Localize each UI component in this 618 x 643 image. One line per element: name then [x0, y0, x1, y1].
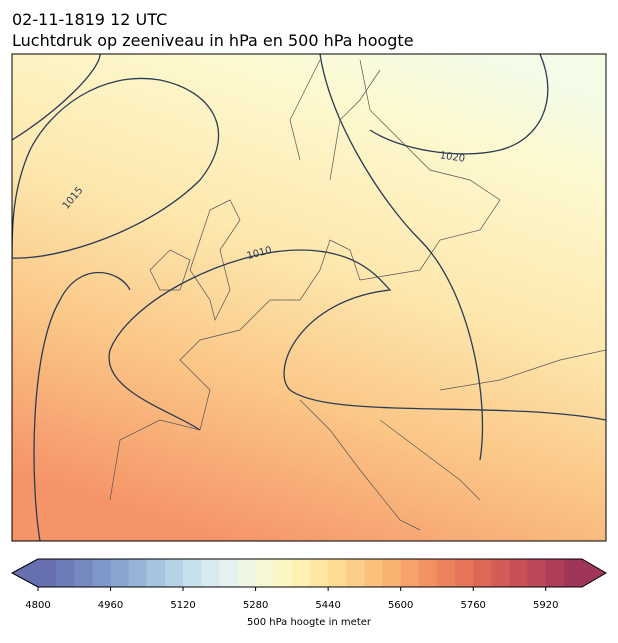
colorbar-segment	[310, 559, 329, 587]
contour-label: 1020	[439, 150, 466, 164]
colorbar-segment	[237, 559, 257, 587]
colorbar-tick-label: 4960	[98, 600, 123, 611]
colorbar-segment	[146, 559, 166, 587]
colorbar-segment	[255, 559, 275, 587]
coast	[189, 199, 241, 322]
colorbar-segment	[491, 559, 510, 587]
colorbar-segment	[346, 559, 365, 587]
colorbar-segment	[164, 559, 184, 587]
isobar	[33, 272, 131, 541]
colorbar-segment	[92, 559, 112, 587]
coastlines	[109, 59, 606, 531]
colorbar-segment	[128, 559, 148, 587]
colorbar-segment	[545, 559, 565, 587]
colorbar-segment	[183, 559, 202, 587]
coast	[289, 59, 381, 181]
colorbar-outline	[10, 558, 607, 588]
colorbar-segment	[201, 559, 220, 587]
isobar	[369, 54, 549, 155]
colorbar: 4800 4960 5120 5280 5440 5600 5760 5920	[10, 558, 607, 611]
colorbar-segment	[110, 559, 130, 587]
colorbar-segment	[328, 559, 347, 587]
map	[12, 54, 606, 541]
title: 02-11-1819 12 UTC	[12, 10, 167, 29]
colorbar-segment	[273, 559, 293, 587]
colorbar-segment	[364, 559, 384, 587]
colorbar-segment	[74, 559, 93, 587]
colorbar-segment	[436, 559, 456, 587]
colorbar-segment	[56, 559, 75, 587]
colorbar-segment	[418, 559, 438, 587]
map-frame	[11, 53, 607, 542]
colorbar-segment	[455, 559, 474, 587]
subtitle: Luchtdruk op zeeniveau in hPa en 500 hPa…	[12, 31, 414, 50]
colorbar-tick-label: 5760	[460, 600, 485, 611]
isobars	[12, 54, 606, 541]
colorbar-segment	[400, 559, 420, 587]
coast	[149, 249, 191, 291]
colorbar-extend-low	[12, 559, 38, 587]
colorbar-label: 500 hPa hoogte in meter	[247, 617, 372, 628]
colorbar-segment	[219, 559, 238, 587]
colorbar-segment	[473, 559, 492, 587]
colorbar-segment	[527, 559, 547, 587]
colorbar-segment	[382, 559, 402, 587]
colorbar-tick-label: 5920	[533, 600, 558, 611]
isobar	[319, 54, 484, 461]
coast	[299, 349, 606, 531]
colorbar-segment	[509, 559, 529, 587]
isobar	[12, 54, 220, 259]
height-field	[12, 54, 606, 541]
colorbar-tick-label: 5440	[315, 600, 340, 611]
colorbar-segment	[291, 559, 311, 587]
colorbar-extend-high	[582, 559, 606, 587]
coast	[109, 59, 501, 501]
isobar	[108, 249, 606, 431]
colorbar-segment	[38, 559, 57, 587]
colorbar-tick-label: 5120	[170, 600, 195, 611]
colorbar-tick-label: 4800	[25, 600, 50, 611]
colorbar-tick-label: 5600	[388, 600, 413, 611]
colorbar-tick-label: 5280	[243, 600, 268, 611]
colorbar-segment	[563, 559, 583, 587]
